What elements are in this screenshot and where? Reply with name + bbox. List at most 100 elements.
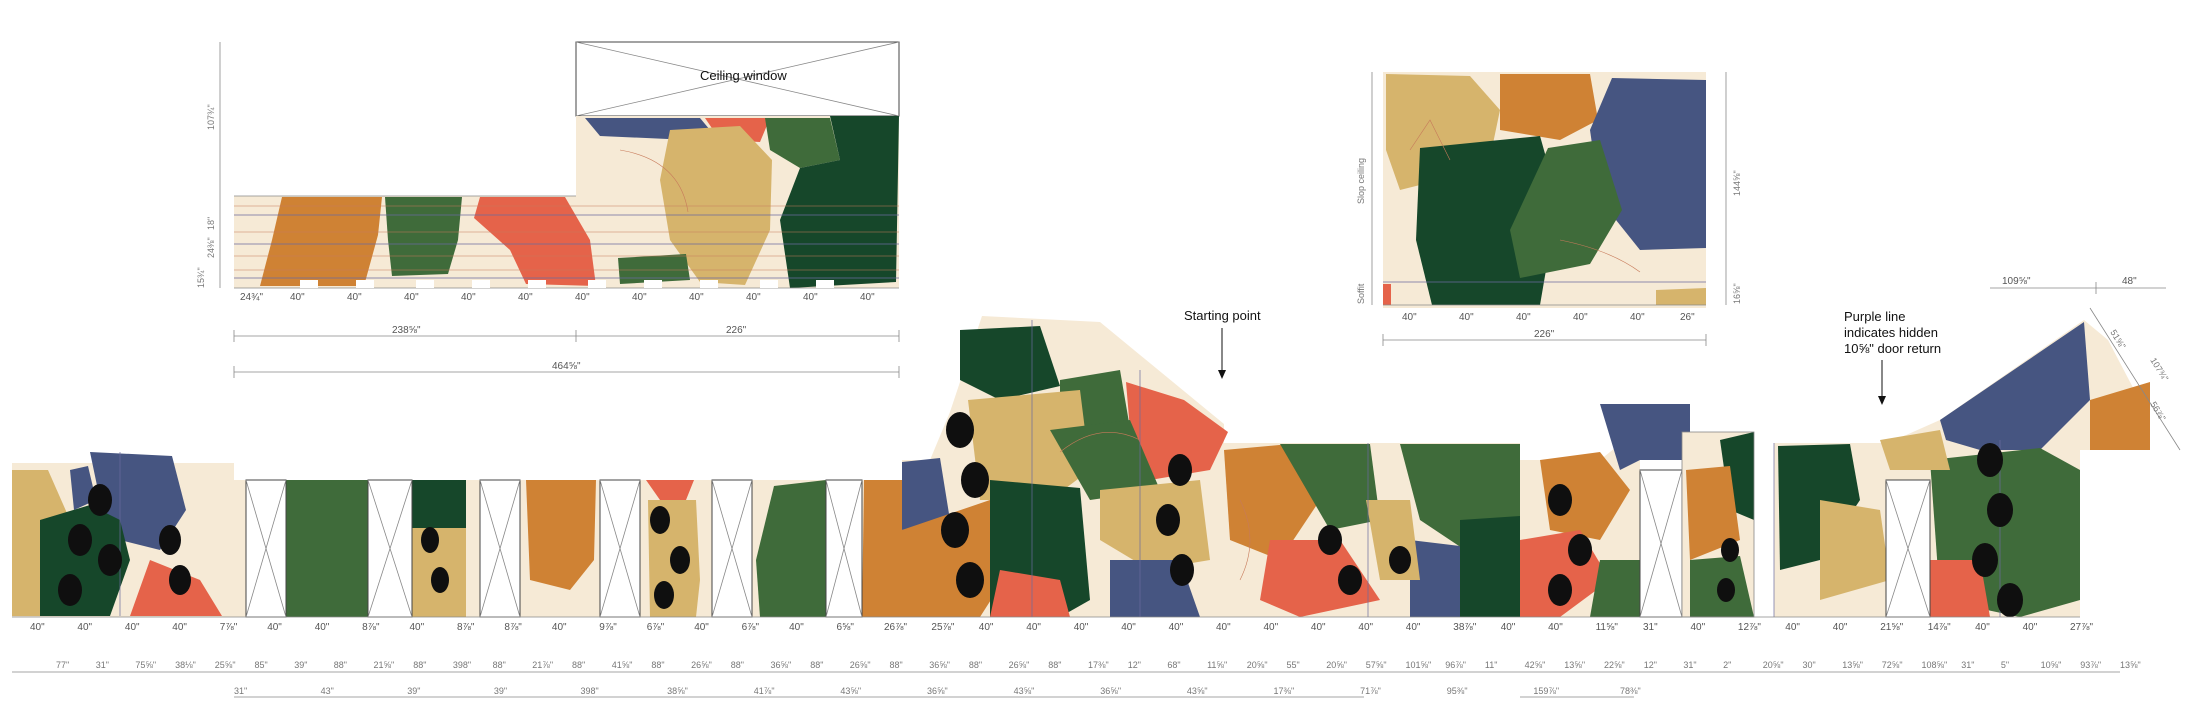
top-right-strip-labels: 40" 40" 40" 40" 40" 26" (1402, 312, 1695, 323)
strip-width-label: 40" (552, 622, 567, 633)
strip-width-label: 12⅞" (1738, 622, 1761, 633)
dimension-row-1-label: 11" (1485, 660, 1498, 670)
dimension-row-1-label: 21⅝" (374, 660, 395, 670)
strip-width-label: 38⅞" (1453, 622, 1476, 633)
svg-text:24¾": 24¾" (240, 292, 263, 303)
strip-width-label: 26⅞" (884, 622, 907, 633)
top-left-span-left: 238⅝" (392, 325, 421, 336)
dimension-row-1-label: 88" (493, 660, 506, 670)
svg-text:40": 40" (1516, 312, 1531, 323)
strip-width-label: 11⅝" (1596, 622, 1619, 633)
svg-text:40": 40" (404, 292, 419, 303)
top-right-total: 226" (1534, 329, 1555, 340)
dimension-row-1-label: 26⅝" (691, 660, 712, 670)
dimension-row-1-label: 88" (969, 660, 982, 670)
strip-width-label: 8⅞" (362, 622, 380, 633)
dimension-row-2: 31" 43" 39" 39" 398" 38⅝" 41⅞" 43⅝" 36⅝" 43⅝" 36⅝"… (234, 686, 1641, 696)
svg-text:40": 40" (1630, 312, 1645, 323)
slop-ceiling-label: Slop ceiling (1356, 158, 1366, 204)
top-right-soffit-height: 16⅝" (1732, 283, 1742, 304)
dimension-row-1-label: 77" (56, 660, 69, 670)
dimension-row-1-label: 398" (453, 660, 471, 670)
strip-width-label: 8⅞" (504, 622, 522, 633)
dimension-row-1-label: 88" (890, 660, 903, 670)
strip-width-label: 9⅞" (599, 622, 617, 633)
dimension-row-1: 77" 31" 75⅝" 38⅛" 25⅝" 85" 39" 88" 21⅝" 88" 398" 88… (56, 660, 2141, 670)
svg-text:indicates hidden: indicates hidden (1844, 325, 1938, 340)
svg-text:40": 40" (1459, 312, 1474, 323)
svg-text:40": 40" (461, 292, 476, 303)
dimension-row-1-label: 108⅝" (1922, 660, 1948, 670)
svg-text:40": 40" (347, 292, 362, 303)
strip-width-label: 40" (1216, 622, 1231, 633)
dimension-row-1-label: 31" (96, 660, 109, 670)
dimension-row-2-label: 17⅜" (1274, 686, 1295, 696)
strip-width-label: 40" (77, 622, 92, 633)
strip-width-label: 40" (125, 622, 140, 633)
top-left-strip-labels: 24¾" 40" 40" 40" 40" 40" 40" 40" 40" 40"… (240, 292, 875, 303)
purple-line-annotation: Purple line indicates hidden 10⅝" door r… (1844, 309, 1941, 405)
svg-text:40": 40" (1402, 312, 1417, 323)
dimension-row-1-label: 26⅝" (1009, 660, 1030, 670)
svg-text:Purple line: Purple line (1844, 309, 1905, 324)
leaf-plants (58, 412, 2023, 617)
dimension-row-1-label: 88" (1048, 660, 1061, 670)
dimension-row-1-label: 101⅝" (1406, 660, 1432, 670)
dimension-row-1-label: 88" (810, 660, 823, 670)
dimension-row-1-label: 75⅝" (135, 660, 156, 670)
strip-width-label: 40" (1358, 622, 1373, 633)
top-left-panel: Ceiling window (196, 41, 900, 378)
dimension-row-2-label: 38⅝" (667, 686, 688, 696)
dimension-row-1-label: 88" (731, 660, 744, 670)
strip-width-label: 40" (979, 622, 994, 633)
strip-width-label: 40" (2023, 622, 2038, 633)
svg-text:Starting point: Starting point (1184, 308, 1261, 323)
top-left-height-label: 107¾" (206, 104, 216, 130)
dimension-row-1-label: 10⅝" (2041, 660, 2062, 670)
dimension-row-1-label: 20⅝" (1247, 660, 1268, 670)
strip-width-label: 40" (30, 622, 45, 633)
main-wall-strip-labels: 40" 40" 40" 40" 7⅞" 40" 40" 8⅞" 40" 8⅞" 8⅞" 40" 9⅞" 6… (30, 622, 2093, 633)
dimension-row-2-label: 43" (321, 686, 334, 696)
dimension-row-2-label: 41⅞" (754, 686, 775, 696)
dimension-row-1-label: 36⅝" (929, 660, 950, 670)
strip-width-label: 7⅞" (220, 622, 238, 633)
strip-width-label: 27⅞" (2070, 622, 2093, 633)
dimension-row-1-label: 25⅝" (215, 660, 236, 670)
svg-text:18": 18" (206, 217, 216, 230)
strip-width-label: 40" (410, 622, 425, 633)
strip-width-label: 40" (1311, 622, 1326, 633)
strip-width-label: 6⅝" (837, 622, 855, 633)
svg-text:40": 40" (860, 292, 875, 303)
dimension-row-1-label: 85" (255, 660, 268, 670)
strip-width-label: 40" (694, 622, 709, 633)
dimension-row-2-label: 43⅝" (1014, 686, 1035, 696)
dimension-row-1-label: 2" (1723, 660, 1731, 670)
dimension-row-1-label: 12" (1128, 660, 1141, 670)
strip-width-label: 40" (1121, 622, 1136, 633)
dimension-row-1-label: 20⅝" (1763, 660, 1784, 670)
svg-text:15¾": 15¾" (196, 267, 206, 288)
strip-width-label: 40" (1074, 622, 1089, 633)
dimension-row-1-label: 88" (413, 660, 426, 670)
main-wall (12, 316, 2150, 618)
top-right-panel: Slop ceiling Soffit 144⅝" 16⅝" 40" 40" 4… (1356, 72, 1742, 346)
strip-width-label: 40" (1501, 622, 1516, 633)
dimension-row-1-label: 36⅝" (771, 660, 792, 670)
ceiling-window-label: Ceiling window (700, 68, 787, 83)
dimension-row-1-label: 88" (572, 660, 585, 670)
dimension-row-1-label: 57⅝" (1366, 660, 1387, 670)
dimension-row-1-label: 22⅝" (1604, 660, 1625, 670)
strip-width-label: 40" (1169, 622, 1184, 633)
dimension-row-1-label: 13⅝" (2120, 660, 2141, 670)
strip-width-label: 40" (1975, 622, 1990, 633)
svg-text:26": 26" (1680, 312, 1695, 323)
dimension-row-2-label: 78⅜" (1620, 686, 1641, 696)
dimension-row-1-label: 13⅝" (1842, 660, 1863, 670)
dimension-row-1-label: 88" (334, 660, 347, 670)
dimension-row-2-label: 95⅜" (1447, 686, 1468, 696)
strip-width-label: 40" (172, 622, 187, 633)
dimension-row-1-label: 55" (1287, 660, 1300, 670)
dimension-row-1-label: 26⅝" (850, 660, 871, 670)
